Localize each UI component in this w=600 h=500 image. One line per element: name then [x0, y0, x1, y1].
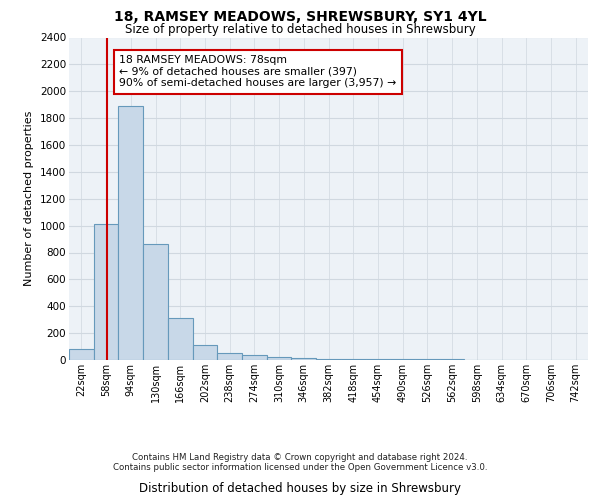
Bar — [267, 356, 292, 360]
Text: Size of property relative to detached houses in Shrewsbury: Size of property relative to detached ho… — [125, 22, 475, 36]
Bar — [94, 224, 118, 360]
Y-axis label: Number of detached properties: Number of detached properties — [25, 111, 34, 286]
Bar — [217, 354, 242, 360]
Bar — [118, 106, 143, 360]
Text: 18, RAMSEY MEADOWS, SHREWSBURY, SY1 4YL: 18, RAMSEY MEADOWS, SHREWSBURY, SY1 4YL — [113, 10, 487, 24]
Bar — [292, 358, 316, 360]
Bar — [242, 354, 267, 360]
Text: 18 RAMSEY MEADOWS: 78sqm
← 9% of detached houses are smaller (397)
90% of semi-d: 18 RAMSEY MEADOWS: 78sqm ← 9% of detache… — [119, 55, 397, 88]
Bar — [193, 345, 217, 360]
Bar — [168, 318, 193, 360]
Text: Distribution of detached houses by size in Shrewsbury: Distribution of detached houses by size … — [139, 482, 461, 495]
Bar — [143, 244, 168, 360]
Bar — [316, 358, 341, 360]
Bar — [69, 349, 94, 360]
Text: Contains HM Land Registry data © Crown copyright and database right 2024.
Contai: Contains HM Land Registry data © Crown c… — [113, 453, 487, 472]
